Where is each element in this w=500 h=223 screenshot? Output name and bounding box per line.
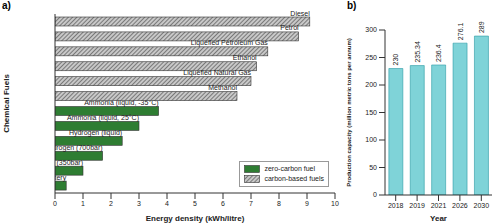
svg-text:Hydrogen (350bar): Hydrogen (350bar) xyxy=(55,159,83,167)
svg-text:5: 5 xyxy=(193,200,197,207)
svg-text:10: 10 xyxy=(331,200,339,207)
html-text:carbon-based fuels: carbon-based fuels xyxy=(264,175,324,182)
svg-text:Year: Year xyxy=(430,214,447,223)
svg-text:250: 250 xyxy=(365,54,377,61)
svg-text:300: 300 xyxy=(365,26,377,33)
svg-text:Petrol: Petrol xyxy=(280,24,299,31)
svg-text:230: 230 xyxy=(392,54,399,66)
svg-text:100: 100 xyxy=(365,136,377,143)
svg-text:Diesel: Diesel xyxy=(290,10,310,17)
svg-text:3: 3 xyxy=(137,200,141,207)
svg-text:0: 0 xyxy=(53,200,57,207)
svg-text:Li-battery: Li-battery xyxy=(55,174,67,182)
svg-text:7: 7 xyxy=(249,200,253,207)
svg-text:289: 289 xyxy=(478,21,485,33)
svg-text:Methanol: Methanol xyxy=(208,84,237,91)
svg-text:Ethanol: Ethanol xyxy=(233,54,257,61)
svg-text:Hydrogen (liquid): Hydrogen (liquid) xyxy=(69,129,122,137)
svg-text:150: 150 xyxy=(365,109,377,116)
svg-text:Production capacity (million m: Production capacity (million metric tons… xyxy=(346,38,352,187)
svg-text:50: 50 xyxy=(369,164,377,171)
svg-text:2030: 2030 xyxy=(474,202,490,209)
html-text:b): b) xyxy=(347,0,357,11)
svg-text:236.4: 236.4 xyxy=(435,44,442,62)
svg-text:Liquefied Petroleum Gas: Liquefied Petroleum Gas xyxy=(191,39,269,47)
svg-text:235.34: 235.34 xyxy=(414,41,421,63)
svg-text:Liquefied Natural Gas: Liquefied Natural Gas xyxy=(183,69,251,77)
svg-text:Energy density (kWh/litre): Energy density (kWh/litre) xyxy=(146,214,245,223)
svg-text:9: 9 xyxy=(305,200,309,207)
svg-text:Hydrogen (700bar): Hydrogen (700bar) xyxy=(55,144,103,152)
svg-text:Ammonia (liquid, -35°C): Ammonia (liquid, -35°C) xyxy=(84,99,159,106)
svg-text:Ammonia (liquid, 25°C): Ammonia (liquid, 25°C) xyxy=(67,114,139,122)
svg-text:4: 4 xyxy=(165,200,169,207)
svg-text:200: 200 xyxy=(365,81,377,88)
svg-text:2021: 2021 xyxy=(431,202,447,209)
svg-text:0: 0 xyxy=(373,191,377,198)
svg-text:Chemical Fuels: Chemical Fuels xyxy=(8,74,11,133)
svg-text:1: 1 xyxy=(81,200,85,207)
svg-text:276.1: 276.1 xyxy=(457,23,464,41)
svg-text:2018: 2018 xyxy=(388,202,404,209)
html-text:a): a) xyxy=(2,0,11,11)
svg-text:8: 8 xyxy=(277,200,281,207)
svg-text:2: 2 xyxy=(109,200,113,207)
svg-text:2026: 2026 xyxy=(452,202,468,209)
svg-text:6: 6 xyxy=(221,200,225,207)
svg-text:2019: 2019 xyxy=(409,202,425,209)
html-text:zero-carbon fuel: zero-carbon fuel xyxy=(264,165,315,172)
